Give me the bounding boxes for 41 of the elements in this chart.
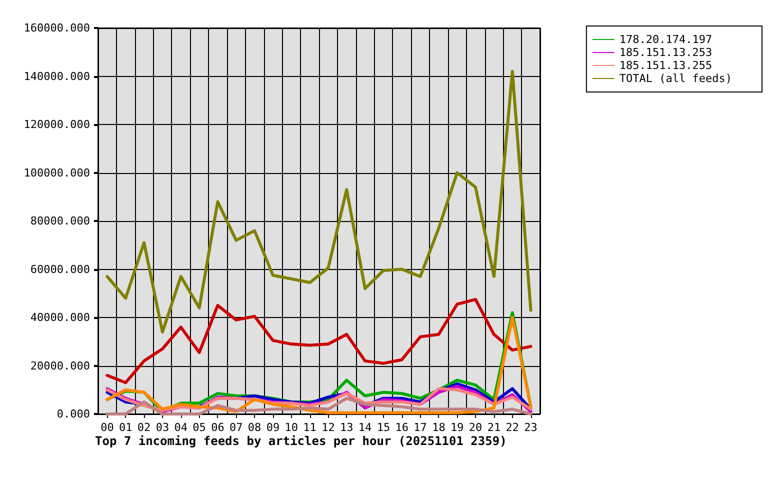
x-tick-label: 09: [266, 421, 280, 434]
line-series: [106, 396, 532, 416]
x-tick-label: 08: [248, 421, 262, 434]
x-tick-label: 22: [506, 421, 519, 434]
y-tick-label: 40000.000: [30, 311, 90, 324]
x-tick-label: 18: [432, 421, 446, 434]
x-tick-label: 02: [137, 421, 151, 434]
x-tick-label: 20: [468, 421, 482, 434]
y-tick-label: 60000.000: [30, 262, 90, 276]
legend-label: TOTAL (all feeds): [619, 72, 732, 85]
x-tick-label: 12: [322, 421, 335, 434]
y-tick-label: 0.000: [56, 408, 90, 420]
x-tick-label: 23: [524, 421, 538, 434]
line-series: [106, 70, 532, 334]
legend-label: 178.20.174.197: [619, 33, 712, 46]
x-tick-label: 13: [340, 421, 354, 434]
x-tick-label: 11: [303, 421, 316, 434]
x-tick-label: 15: [376, 421, 390, 434]
y-tick-label: 100000.000: [24, 166, 90, 180]
y-tick-label: 20000.000: [30, 359, 90, 372]
x-tick-label: 14: [358, 421, 372, 434]
y-tick-label: 120000.000: [24, 118, 90, 131]
x-tick-label: 07: [230, 421, 243, 434]
x-tick-label: 16: [395, 421, 408, 434]
x-tick-label: 05: [192, 421, 206, 434]
y-tick-label: 80000.000: [30, 214, 90, 228]
x-tick-label: 04: [174, 421, 188, 434]
legend-label: 185.151.13.253: [619, 46, 712, 59]
legend-label: 185.151.13.255: [619, 59, 712, 72]
y-tick-label: 160000.000: [24, 22, 90, 34]
y-tick-label: 140000.000: [24, 70, 90, 83]
line-series: [106, 298, 532, 384]
x-tick-label: 10: [284, 421, 298, 434]
x-tick-label: 21: [487, 421, 501, 434]
x-tick-label: 01: [119, 421, 132, 434]
x-tick-label: 06: [211, 421, 224, 434]
text: Top 7 incoming feeds by articles per hour (20251101 2359): [95, 434, 507, 448]
x-tick-label: 19: [450, 421, 464, 434]
x-tick-label: 17: [414, 421, 427, 434]
x-tick-label: 03: [156, 421, 170, 434]
x-tick-label: 00: [100, 421, 114, 434]
